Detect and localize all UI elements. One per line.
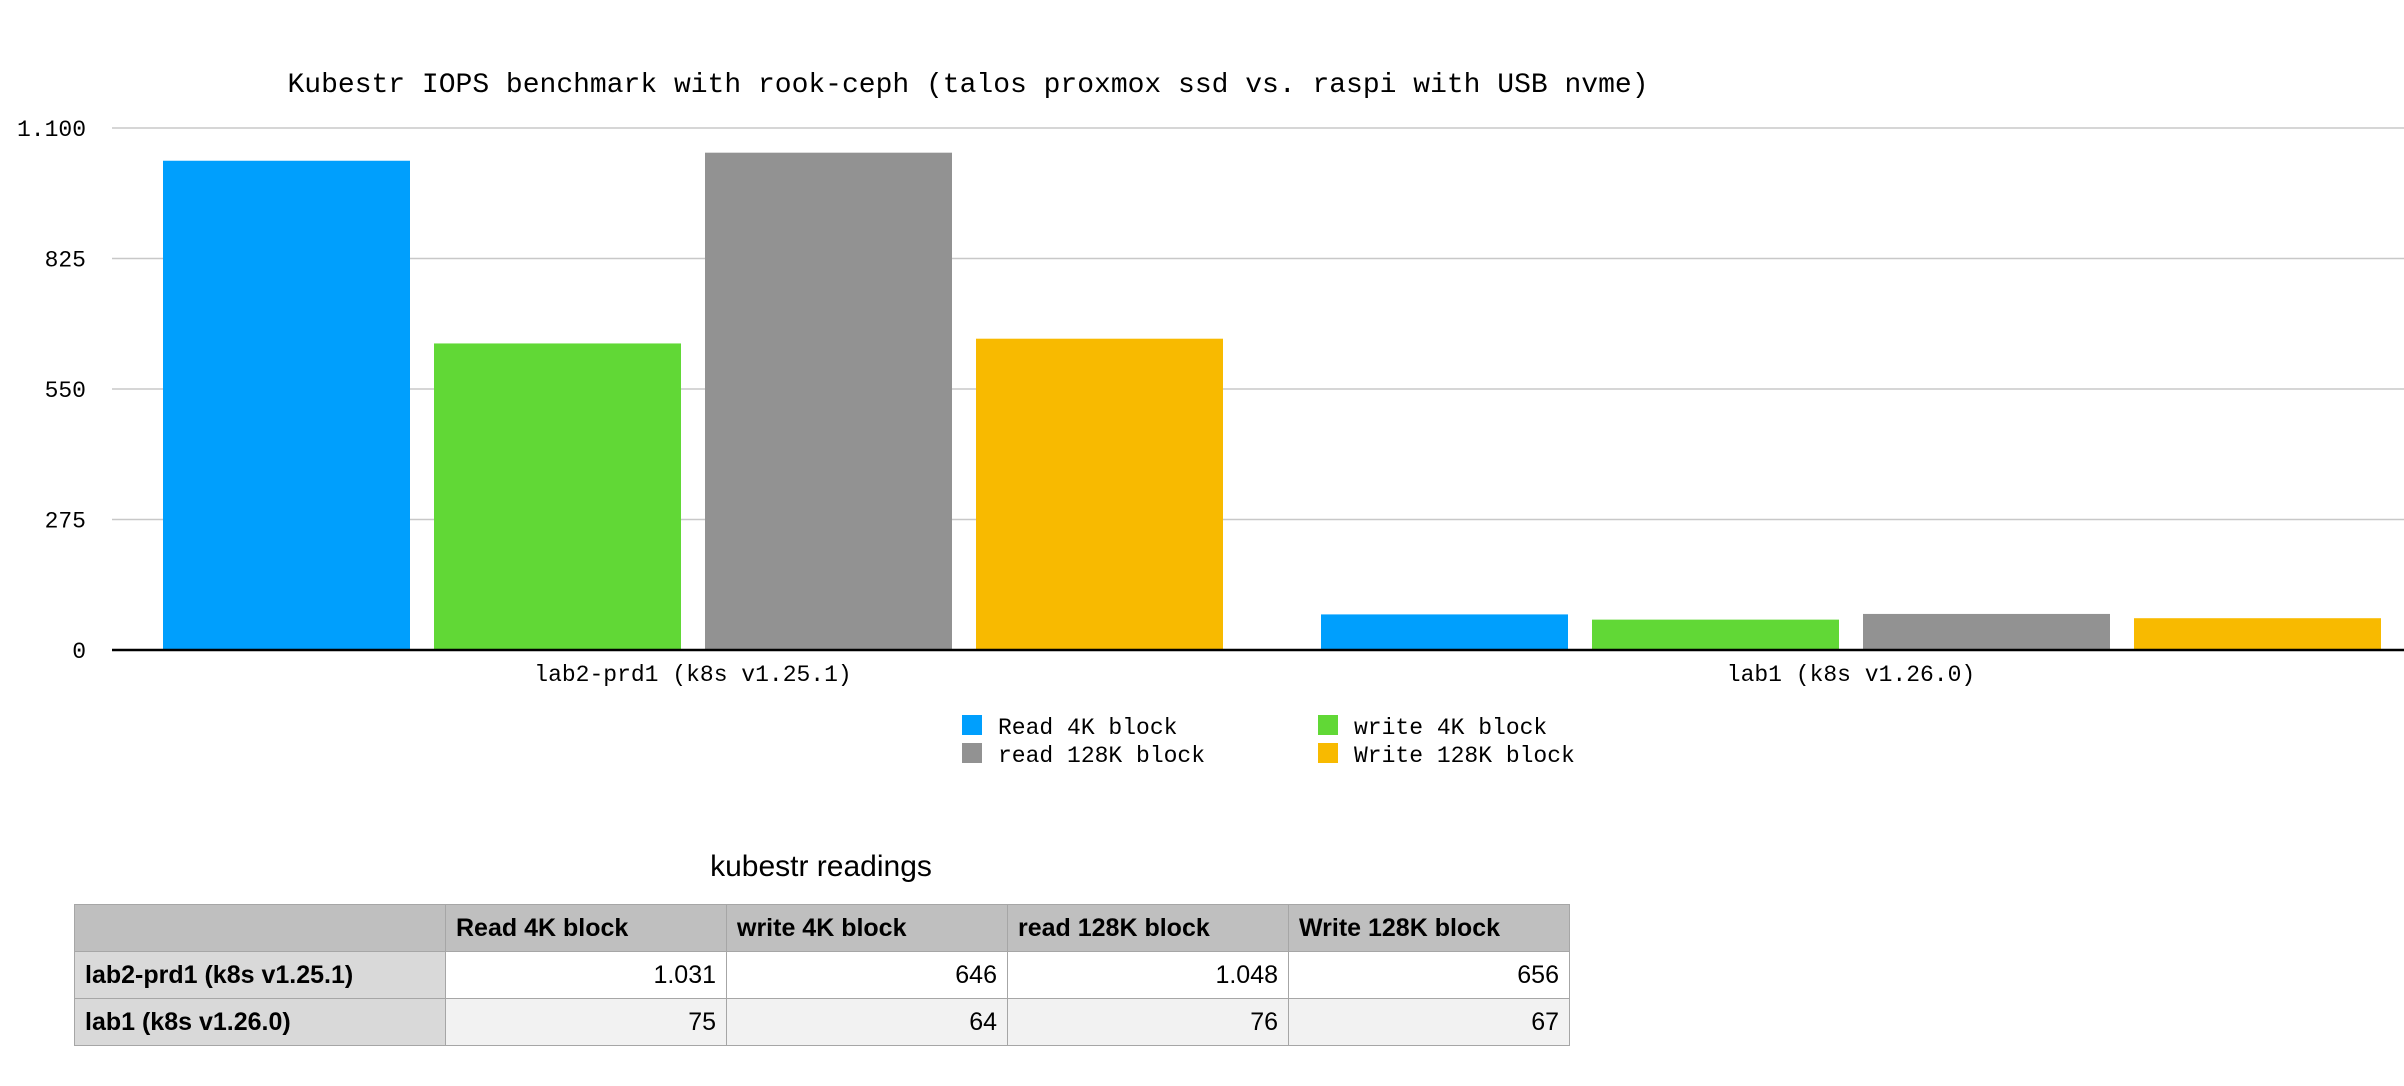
table-cell: 75 [445, 998, 727, 1046]
table-cell: 646 [726, 951, 1008, 999]
table-header-write-4k: write 4K block [726, 904, 1008, 952]
bar [976, 338, 1223, 650]
table-cell: 64 [726, 998, 1008, 1046]
bar [705, 152, 952, 650]
table-row-label: lab1 (k8s v1.26.0) [74, 998, 446, 1046]
legend-swatch [962, 715, 982, 735]
table-cell: 1.031 [445, 951, 727, 999]
bar [2134, 618, 2381, 650]
x-axis-category-labels: lab2-prd1 (k8s v1.25.1) lab1 (k8s v1.26.0… [534, 662, 1975, 688]
y-tick-label: 0 [72, 639, 86, 665]
bar [1863, 613, 2110, 650]
legend-swatch [962, 743, 982, 763]
y-tick-label: 275 [45, 509, 86, 535]
y-tick-label: 825 [45, 248, 86, 274]
y-tick-label: 550 [45, 378, 86, 404]
table-cell: 76 [1007, 998, 1289, 1046]
legend: Read 4K block write 4K block read 128K blo… [962, 715, 1575, 769]
table-header-corner [74, 904, 446, 952]
y-axis-tick-labels: 0 275 550 825 1.100 [17, 117, 86, 665]
legend-label: write 4K block [1354, 715, 1547, 741]
chart-title: Kubestr IOPS benchmark with rook-ceph (t… [287, 70, 1648, 101]
y-tick-label: 1.100 [17, 117, 86, 143]
table-row: lab2-prd1 (k8s v1.25.1) 1.031 646 1.048 … [74, 951, 1570, 999]
bar [1321, 614, 1568, 650]
readings-table: Read 4K block write 4K block read 128K b… [74, 904, 1570, 1046]
bar [434, 343, 681, 650]
table-cell: 656 [1288, 951, 1570, 999]
x-category-label: lab1 (k8s v1.26.0) [1727, 662, 1975, 688]
table-cell: 1.048 [1007, 951, 1289, 999]
table-title: kubestr readings [710, 850, 932, 883]
bar [163, 160, 410, 650]
table-header-read-4k: Read 4K block [445, 904, 727, 952]
legend-swatch [1318, 743, 1338, 763]
x-category-label: lab2-prd1 (k8s v1.25.1) [534, 662, 851, 688]
table-row-label: lab2-prd1 (k8s v1.25.1) [74, 951, 446, 999]
legend-label: read 128K block [998, 743, 1205, 769]
legend-label: Write 128K block [1354, 743, 1575, 769]
table-row: lab1 (k8s v1.26.0) 75 64 76 67 [74, 998, 1570, 1046]
bars [163, 152, 2381, 650]
bar-chart: Kubestr IOPS benchmark with rook-ceph (t… [17, 70, 2404, 769]
table-cell: 67 [1288, 998, 1570, 1046]
bar [1592, 619, 1839, 650]
table-header-read-128k: read 128K block [1007, 904, 1289, 952]
legend-label: Read 4K block [998, 715, 1177, 741]
table-header-row: Read 4K block write 4K block read 128K b… [74, 904, 1570, 952]
legend-swatch [1318, 715, 1338, 735]
table-header-write-128k: Write 128K block [1288, 904, 1570, 952]
